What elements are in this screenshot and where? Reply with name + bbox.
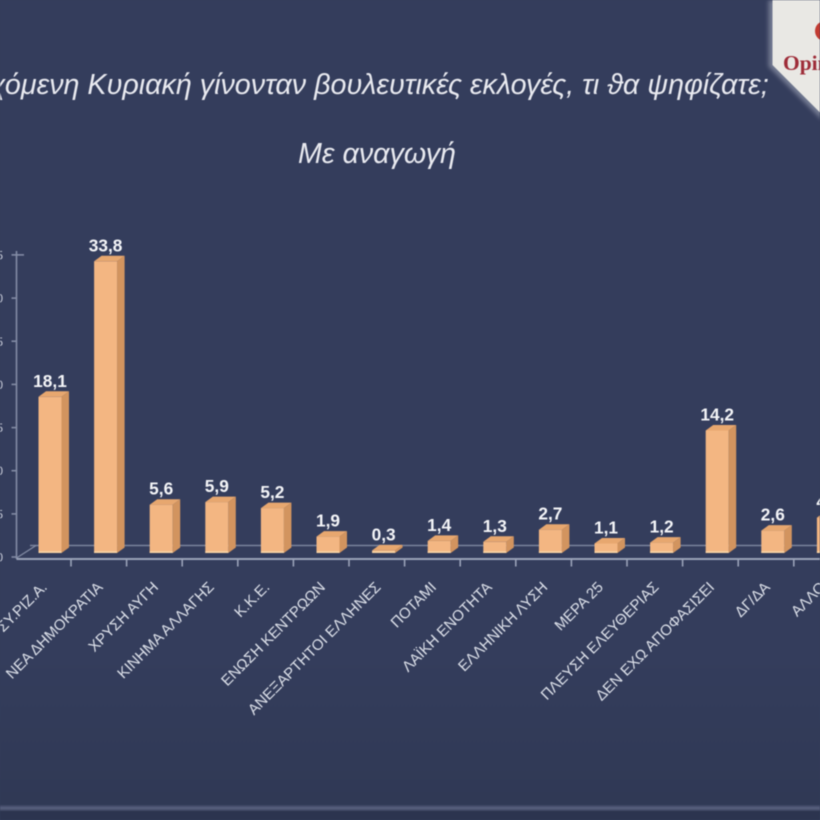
svg-text:0: 0 bbox=[0, 551, 3, 565]
svg-text:1,9: 1,9 bbox=[316, 511, 340, 531]
svg-text:10: 10 bbox=[0, 464, 3, 478]
svg-text:1,1: 1,1 bbox=[594, 518, 618, 538]
svg-text:1,4: 1,4 bbox=[427, 515, 451, 535]
svg-text:2,7: 2,7 bbox=[538, 504, 562, 524]
svg-text:5: 5 bbox=[0, 507, 3, 521]
svg-text:18,1: 18,1 bbox=[33, 371, 67, 391]
svg-text:ερχόμενη Κυριακή γίνονταν βουλ: ερχόμενη Κυριακή γίνονταν βουλευτικές εκ… bbox=[0, 69, 769, 101]
svg-text:5,9: 5,9 bbox=[205, 476, 229, 496]
svg-text:25: 25 bbox=[0, 335, 3, 349]
svg-text:30: 30 bbox=[0, 292, 3, 306]
svg-text:0,3: 0,3 bbox=[372, 524, 396, 544]
svg-text:5,6: 5,6 bbox=[149, 479, 173, 499]
svg-text:2,6: 2,6 bbox=[761, 505, 785, 525]
svg-text:1,3: 1,3 bbox=[483, 516, 507, 536]
svg-text:20: 20 bbox=[0, 378, 3, 392]
svg-text:Opinion: Opinion bbox=[783, 51, 820, 75]
svg-text:33,8: 33,8 bbox=[89, 235, 123, 255]
svg-text:5,2: 5,2 bbox=[260, 482, 284, 502]
svg-text:1,2: 1,2 bbox=[650, 517, 674, 537]
svg-text:35: 35 bbox=[0, 248, 3, 262]
svg-text:14,2: 14,2 bbox=[700, 405, 734, 425]
svg-text:15: 15 bbox=[0, 421, 3, 435]
svg-text:4,1: 4,1 bbox=[816, 492, 820, 512]
svg-text:Με αναγωγή: Με αναγωγή bbox=[298, 138, 456, 170]
